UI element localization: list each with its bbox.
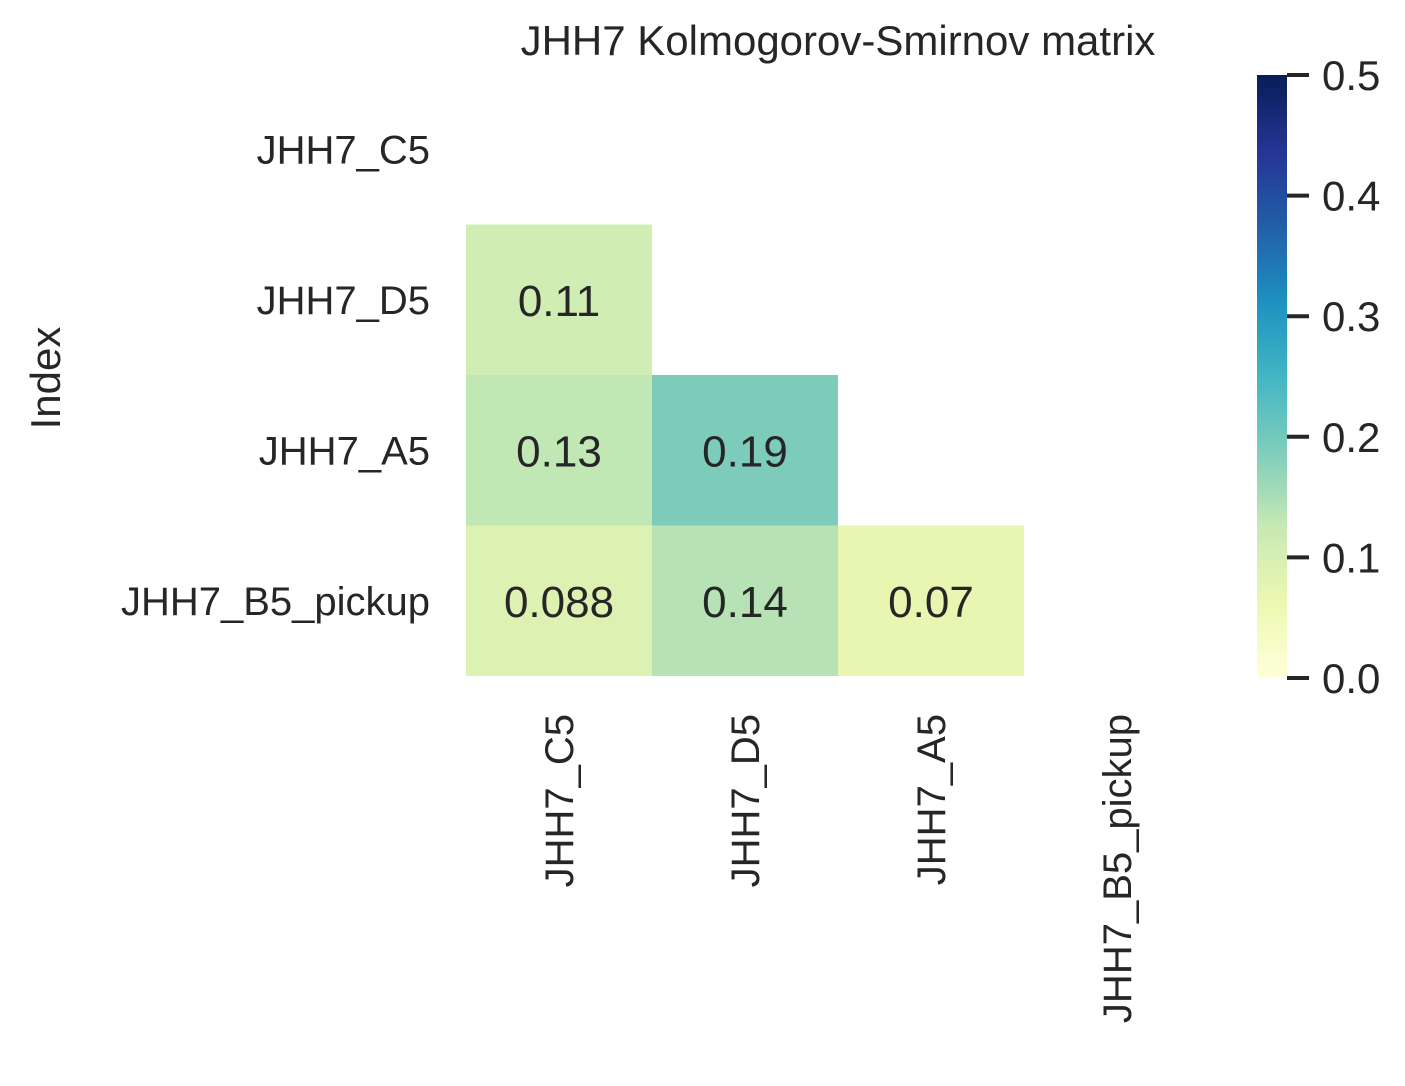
- colorbar: [1257, 75, 1287, 678]
- column-tick-labels: JHH7_C5 JHH7_D5 JHH7_A5 JHH7_B5_pickup: [538, 714, 1140, 1023]
- colorbar-tick-label: 0.2: [1322, 414, 1380, 461]
- heatmap-cell: [838, 525, 1024, 676]
- row-tick-label: JHH7_C5: [257, 128, 430, 172]
- cell-value-label: 0.11: [518, 277, 600, 326]
- cell-value-label: 0.14: [702, 578, 788, 627]
- colorbar-tick-label: 0.0: [1322, 655, 1380, 702]
- cell-value-label: 0.088: [504, 578, 614, 627]
- heatmap-cell: [466, 375, 652, 526]
- heatmap-cell: [466, 224, 652, 375]
- colorbar-tick-label: 0.4: [1322, 173, 1380, 220]
- heatmap-cell-labels: 0.11 0.13 0.19 0.088 0.14 0.07: [504, 277, 974, 627]
- row-tick-labels: JHH7_C5 JHH7_D5 JHH7_A5 JHH7_B5_pickup: [121, 128, 430, 624]
- colorbar-tick-label: 0.5: [1322, 52, 1380, 99]
- cell-value-label: 0.19: [702, 427, 788, 476]
- column-tick-label: JHH7_C5: [538, 714, 582, 887]
- heatmap-cell: [652, 525, 838, 676]
- row-tick-label: JHH7_D5: [257, 279, 430, 323]
- row-tick-label: JHH7_B5_pickup: [121, 580, 430, 624]
- row-tick-label: JHH7_A5: [259, 429, 430, 473]
- heatmap-cells: [466, 224, 1024, 676]
- colorbar-tick-label: 0.3: [1322, 293, 1380, 340]
- heatmap-cell: [652, 375, 838, 526]
- column-tick-label: JHH7_D5: [724, 714, 768, 887]
- y-axis-label: Index: [22, 327, 69, 430]
- cell-value-label: 0.07: [888, 578, 974, 627]
- heatmap-cell: [466, 525, 652, 676]
- column-tick-label: JHH7_A5: [910, 714, 954, 885]
- column-tick-label: JHH7_B5_pickup: [1096, 714, 1140, 1023]
- colorbar-ticks: 0.0 0.1 0.2 0.3 0.4 0.5: [1287, 52, 1380, 702]
- cell-value-label: 0.13: [516, 427, 602, 476]
- colorbar-tick-label: 0.1: [1322, 534, 1380, 581]
- chart-title: JHH7 Kolmogorov-Smirnov matrix: [521, 17, 1156, 64]
